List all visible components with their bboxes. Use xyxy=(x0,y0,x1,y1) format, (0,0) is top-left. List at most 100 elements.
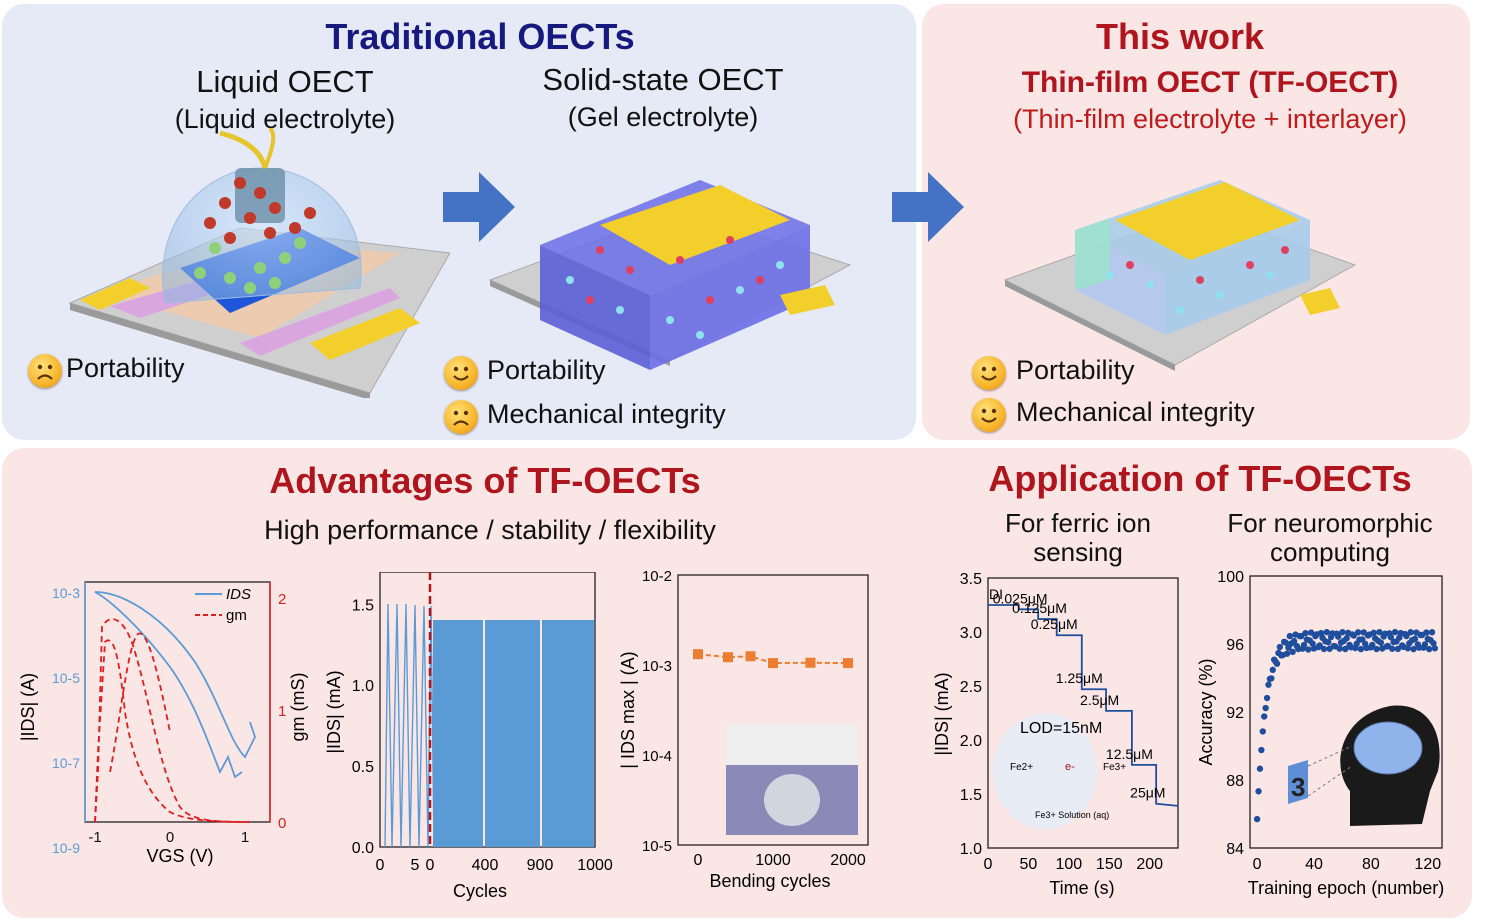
solid-oect-name: Solid-state OECT xyxy=(542,62,784,97)
accuracy-point xyxy=(1421,641,1429,648)
transfer-ytick-left: 10-9 xyxy=(52,840,80,856)
accuracy-point xyxy=(1253,815,1261,823)
bending-point xyxy=(723,652,733,663)
accuracy-point xyxy=(1369,641,1376,649)
neuromorphic-chart: 84 88 92 96 100 0 40 80 120 3 Training epoch (n… xyxy=(1196,569,1444,898)
gm-reverse-curve xyxy=(94,639,251,823)
photo-device xyxy=(764,774,820,826)
accuracy-point xyxy=(1282,639,1289,646)
neuro-ytick: 88 xyxy=(1226,773,1244,790)
bending-xtick: 0 xyxy=(694,852,703,869)
accuracy-point xyxy=(1343,635,1350,642)
neuro-title-1: For neuromorphic xyxy=(1227,508,1433,538)
accuracy-point xyxy=(1305,646,1312,653)
cycling-xtick: 1000 xyxy=(577,857,613,874)
accuracy-point xyxy=(1276,643,1284,651)
tf-oect-name: Thin-film OECT (TF-OECT) xyxy=(1021,66,1399,99)
digit-card xyxy=(1288,760,1308,804)
bending-xtick: 1000 xyxy=(755,852,791,869)
bending-y-label: | IDS max | (A) xyxy=(618,651,638,768)
advantages-subtitle: High performance / stability / flexibili… xyxy=(264,515,716,545)
accuracy-point xyxy=(1259,728,1266,735)
bending-point xyxy=(768,658,778,669)
neuro-xtick: 40 xyxy=(1305,856,1323,873)
ferric-step-label: 0.25μM xyxy=(1031,616,1078,632)
ferric-ytick: 1.5 xyxy=(960,787,982,804)
bending-point xyxy=(843,658,853,669)
liquid-oect-illustration xyxy=(68,128,451,398)
neuro-title-2: computing xyxy=(1270,537,1390,567)
ferric-step-label: 0.025μM xyxy=(993,590,1048,606)
transfer-ytick-right: 2 xyxy=(278,591,286,608)
cycling-ytick: 1.5 xyxy=(352,597,374,614)
transfer-xtick: 0 xyxy=(166,829,174,846)
accuracy-point xyxy=(1286,632,1294,640)
neuro-plot-frame xyxy=(1249,575,1443,849)
gm-peak-curve xyxy=(109,632,171,773)
bending-point xyxy=(745,651,756,662)
accuracy-point xyxy=(1258,746,1265,754)
accuracy-point xyxy=(1430,640,1437,647)
advantages-panel xyxy=(2,448,1472,918)
transfer-ytick-left: 10-7 xyxy=(52,755,80,771)
neuro-ytick: 84 xyxy=(1226,841,1244,858)
ferric-step-label: 25μM xyxy=(1130,785,1165,801)
photo-logo-strip xyxy=(726,725,858,765)
tf-oect-illustration xyxy=(1003,180,1357,371)
bending-x-label: Bending cycles xyxy=(709,871,830,891)
accuracy-point xyxy=(1394,645,1402,653)
ferric-ytick: 2.0 xyxy=(960,733,982,750)
cycling-xtick: 0 xyxy=(426,857,435,874)
cycling-y-label: |IDS| (mA) xyxy=(324,670,344,753)
accuracy-point xyxy=(1410,645,1417,653)
accuracy-point xyxy=(1354,629,1362,636)
accuracy-point xyxy=(1290,637,1298,645)
accuracy-point xyxy=(1255,788,1262,795)
smile-face-icon xyxy=(972,356,1006,390)
accuracy-point xyxy=(1309,640,1316,647)
accuracy-point xyxy=(1376,628,1383,636)
digit-label: 3 xyxy=(1291,772,1305,802)
accuracy-point xyxy=(1431,645,1439,652)
solid-oect-sub: (Gel electrolyte) xyxy=(567,102,759,132)
accuracy-point xyxy=(1370,629,1377,636)
neuro-x-label: Training epoch (number) xyxy=(1248,878,1444,898)
ferric-y-label: |IDS| (mA) xyxy=(932,672,952,755)
accuracy-point xyxy=(1387,633,1394,641)
accuracy-point xyxy=(1273,660,1281,667)
cycling-xtick: 5 xyxy=(411,857,420,874)
neuro-ytick: 100 xyxy=(1217,569,1244,586)
digit-link-bottom xyxy=(1307,765,1353,797)
inset-fe3: Fe3+ xyxy=(1103,762,1126,773)
accuracy-point xyxy=(1316,642,1323,649)
inset-solution: Fe3+ Solution (aq) xyxy=(1035,810,1109,820)
advantages-title: Advantages of TF-OECTs xyxy=(269,460,701,501)
ferric-title-1: For ferric ion xyxy=(1005,508,1151,538)
accuracy-point xyxy=(1325,638,1332,646)
accuracy-point xyxy=(1265,681,1272,688)
ferric-ytick: 2.5 xyxy=(960,679,982,696)
accuracy-point xyxy=(1307,629,1315,636)
lod-annotation: LOD=15nM xyxy=(1020,720,1102,737)
gm-forward-curve xyxy=(94,618,251,823)
accuracy-point xyxy=(1300,641,1308,649)
tf-oect-sub: (Thin-film electrolyte + interlayer) xyxy=(1013,104,1407,134)
accuracy-point xyxy=(1411,635,1419,643)
tf-feature-portability: Portability xyxy=(1016,355,1135,385)
ferric-step-label: 12.5μM xyxy=(1106,746,1153,762)
cycling-chart: 0.00.51.01.5 0 5 0 400 900 1000 Cycles |IDS| … xyxy=(324,572,613,901)
inset-electron: e- xyxy=(1065,761,1075,773)
accuracy-point xyxy=(1389,645,1396,652)
cycling-ytick: 1.0 xyxy=(352,678,374,695)
tf-feature-mechanical: Mechanical integrity xyxy=(1016,397,1255,427)
bending-ytick: 10-5 xyxy=(642,838,672,855)
ferric-ytick: 1.0 xyxy=(960,841,982,858)
ferric-sensing-chart: 1.0 1.5 2.0 2.5 3.0 3.5 0 50 100 150 200 DI0.025μ… xyxy=(932,571,1179,898)
accuracy-point xyxy=(1426,645,1433,653)
ferric-x-label: Time (s) xyxy=(1049,878,1114,898)
neuro-y-label: Accuracy (%) xyxy=(1196,658,1216,765)
accuracy-point xyxy=(1261,713,1268,720)
neuro-ytick: 96 xyxy=(1226,637,1244,654)
bending-xtick: 2000 xyxy=(830,852,866,869)
ferric-title-2: sensing xyxy=(1033,537,1123,567)
